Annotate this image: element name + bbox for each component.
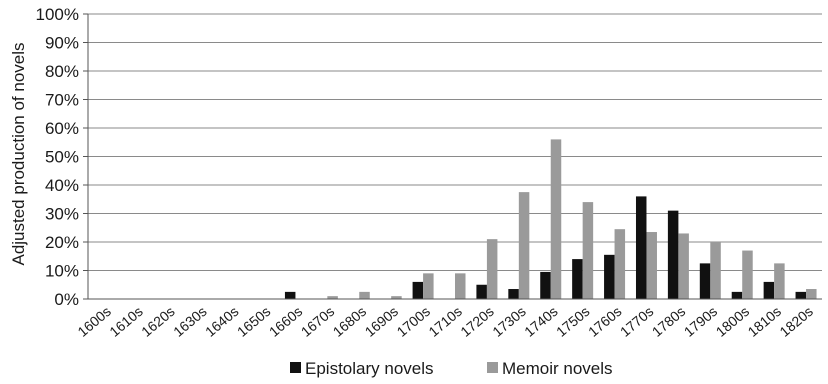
bar-epistolary (572, 259, 583, 299)
legend-label: Epistolary novels (305, 359, 434, 378)
x-tick-label: 1780s (649, 303, 689, 340)
x-tick-label: 1800s (713, 303, 753, 340)
y-tick-label: 70% (45, 91, 79, 110)
legend: Epistolary novels Memoir novels (290, 359, 613, 378)
x-tick-label: 1740s (521, 303, 561, 340)
y-tick-label: 40% (45, 176, 79, 195)
x-tick-label: 1820s (776, 303, 816, 340)
x-tick-label: 1750s (553, 303, 593, 340)
x-tick-label: 1720s (457, 303, 497, 340)
x-tick-label: 1700s (394, 303, 434, 340)
bar-epistolary (284, 291, 296, 299)
x-tick-label: 1660s (266, 303, 306, 340)
bar-epistolary (763, 281, 775, 299)
x-tick-label: 1790s (681, 303, 721, 340)
y-tick-label: 100% (36, 5, 79, 24)
x-tick-label: 1730s (489, 303, 529, 340)
bar-memoir (742, 250, 753, 299)
bar-epistolary (731, 291, 743, 299)
legend-label: Memoir novels (502, 359, 613, 378)
x-tick-label: 1810s (745, 303, 785, 340)
bar-memoir (710, 242, 721, 299)
y-tick-label: 20% (45, 233, 79, 252)
bar-epistolary (540, 271, 551, 299)
bar-epistolary (699, 263, 711, 299)
x-tick-label: 1690s (362, 303, 402, 340)
x-tick-label: 1680s (330, 303, 370, 340)
x-tick-label: 1600s (74, 303, 114, 340)
x-tick-labels: 1600s1610s1620s1630s1640s1650s1660s1670s… (74, 303, 816, 340)
x-tick-label: 1650s (234, 303, 274, 340)
y-tick-labels: 0% 10% 20% 30% 40% 50% 60% 70% 80% 90% 100% (36, 5, 79, 309)
y-tick-label: 80% (45, 62, 79, 81)
x-tick-label: 1710s (425, 303, 465, 340)
bar-memoir (423, 273, 434, 299)
y-tick-label: 60% (45, 119, 79, 138)
bar-epistolary (604, 254, 615, 299)
legend-swatch (290, 362, 301, 373)
bar-epistolary (508, 289, 519, 299)
axes (83, 13, 822, 300)
y-axis-title: Adjusted production of novels (9, 42, 28, 265)
bar-memoir (391, 296, 402, 299)
grid-lines (88, 13, 822, 271)
bar-epistolary (476, 284, 487, 299)
y-tick-label: 10% (45, 262, 79, 281)
bar-memoir (359, 291, 370, 299)
bar-memoir (614, 229, 626, 299)
x-tick-label: 1760s (585, 303, 625, 340)
bar-memoir (486, 239, 498, 299)
bar-memoir (646, 232, 657, 299)
bar-epistolary (412, 281, 424, 299)
y-tick-label: 50% (45, 148, 79, 167)
y-tick-label: 90% (45, 34, 79, 53)
bar-memoir (327, 296, 338, 299)
bars (284, 139, 817, 299)
x-tick-label: 1610s (106, 303, 146, 340)
legend-swatch (487, 362, 498, 373)
x-tick-label: 1670s (298, 303, 338, 340)
x-tick-label: 1630s (170, 303, 210, 340)
y-tick-label: 30% (45, 205, 79, 224)
bar-memoir (518, 192, 530, 299)
y-tick-label: 0% (54, 290, 79, 309)
bar-memoir (774, 263, 785, 299)
bar-memoir (582, 202, 594, 299)
bar-epistolary (795, 291, 807, 299)
bar-memoir (455, 273, 466, 299)
bar-memoir (550, 139, 562, 299)
x-tick-label: 1640s (202, 303, 242, 340)
x-tick-label: 1770s (617, 303, 657, 340)
bar-memoir (806, 289, 817, 299)
bar-epistolary (667, 210, 679, 299)
bar-epistolary (635, 196, 647, 299)
bar-memoir (678, 233, 689, 299)
x-tick-label: 1620s (138, 303, 178, 340)
